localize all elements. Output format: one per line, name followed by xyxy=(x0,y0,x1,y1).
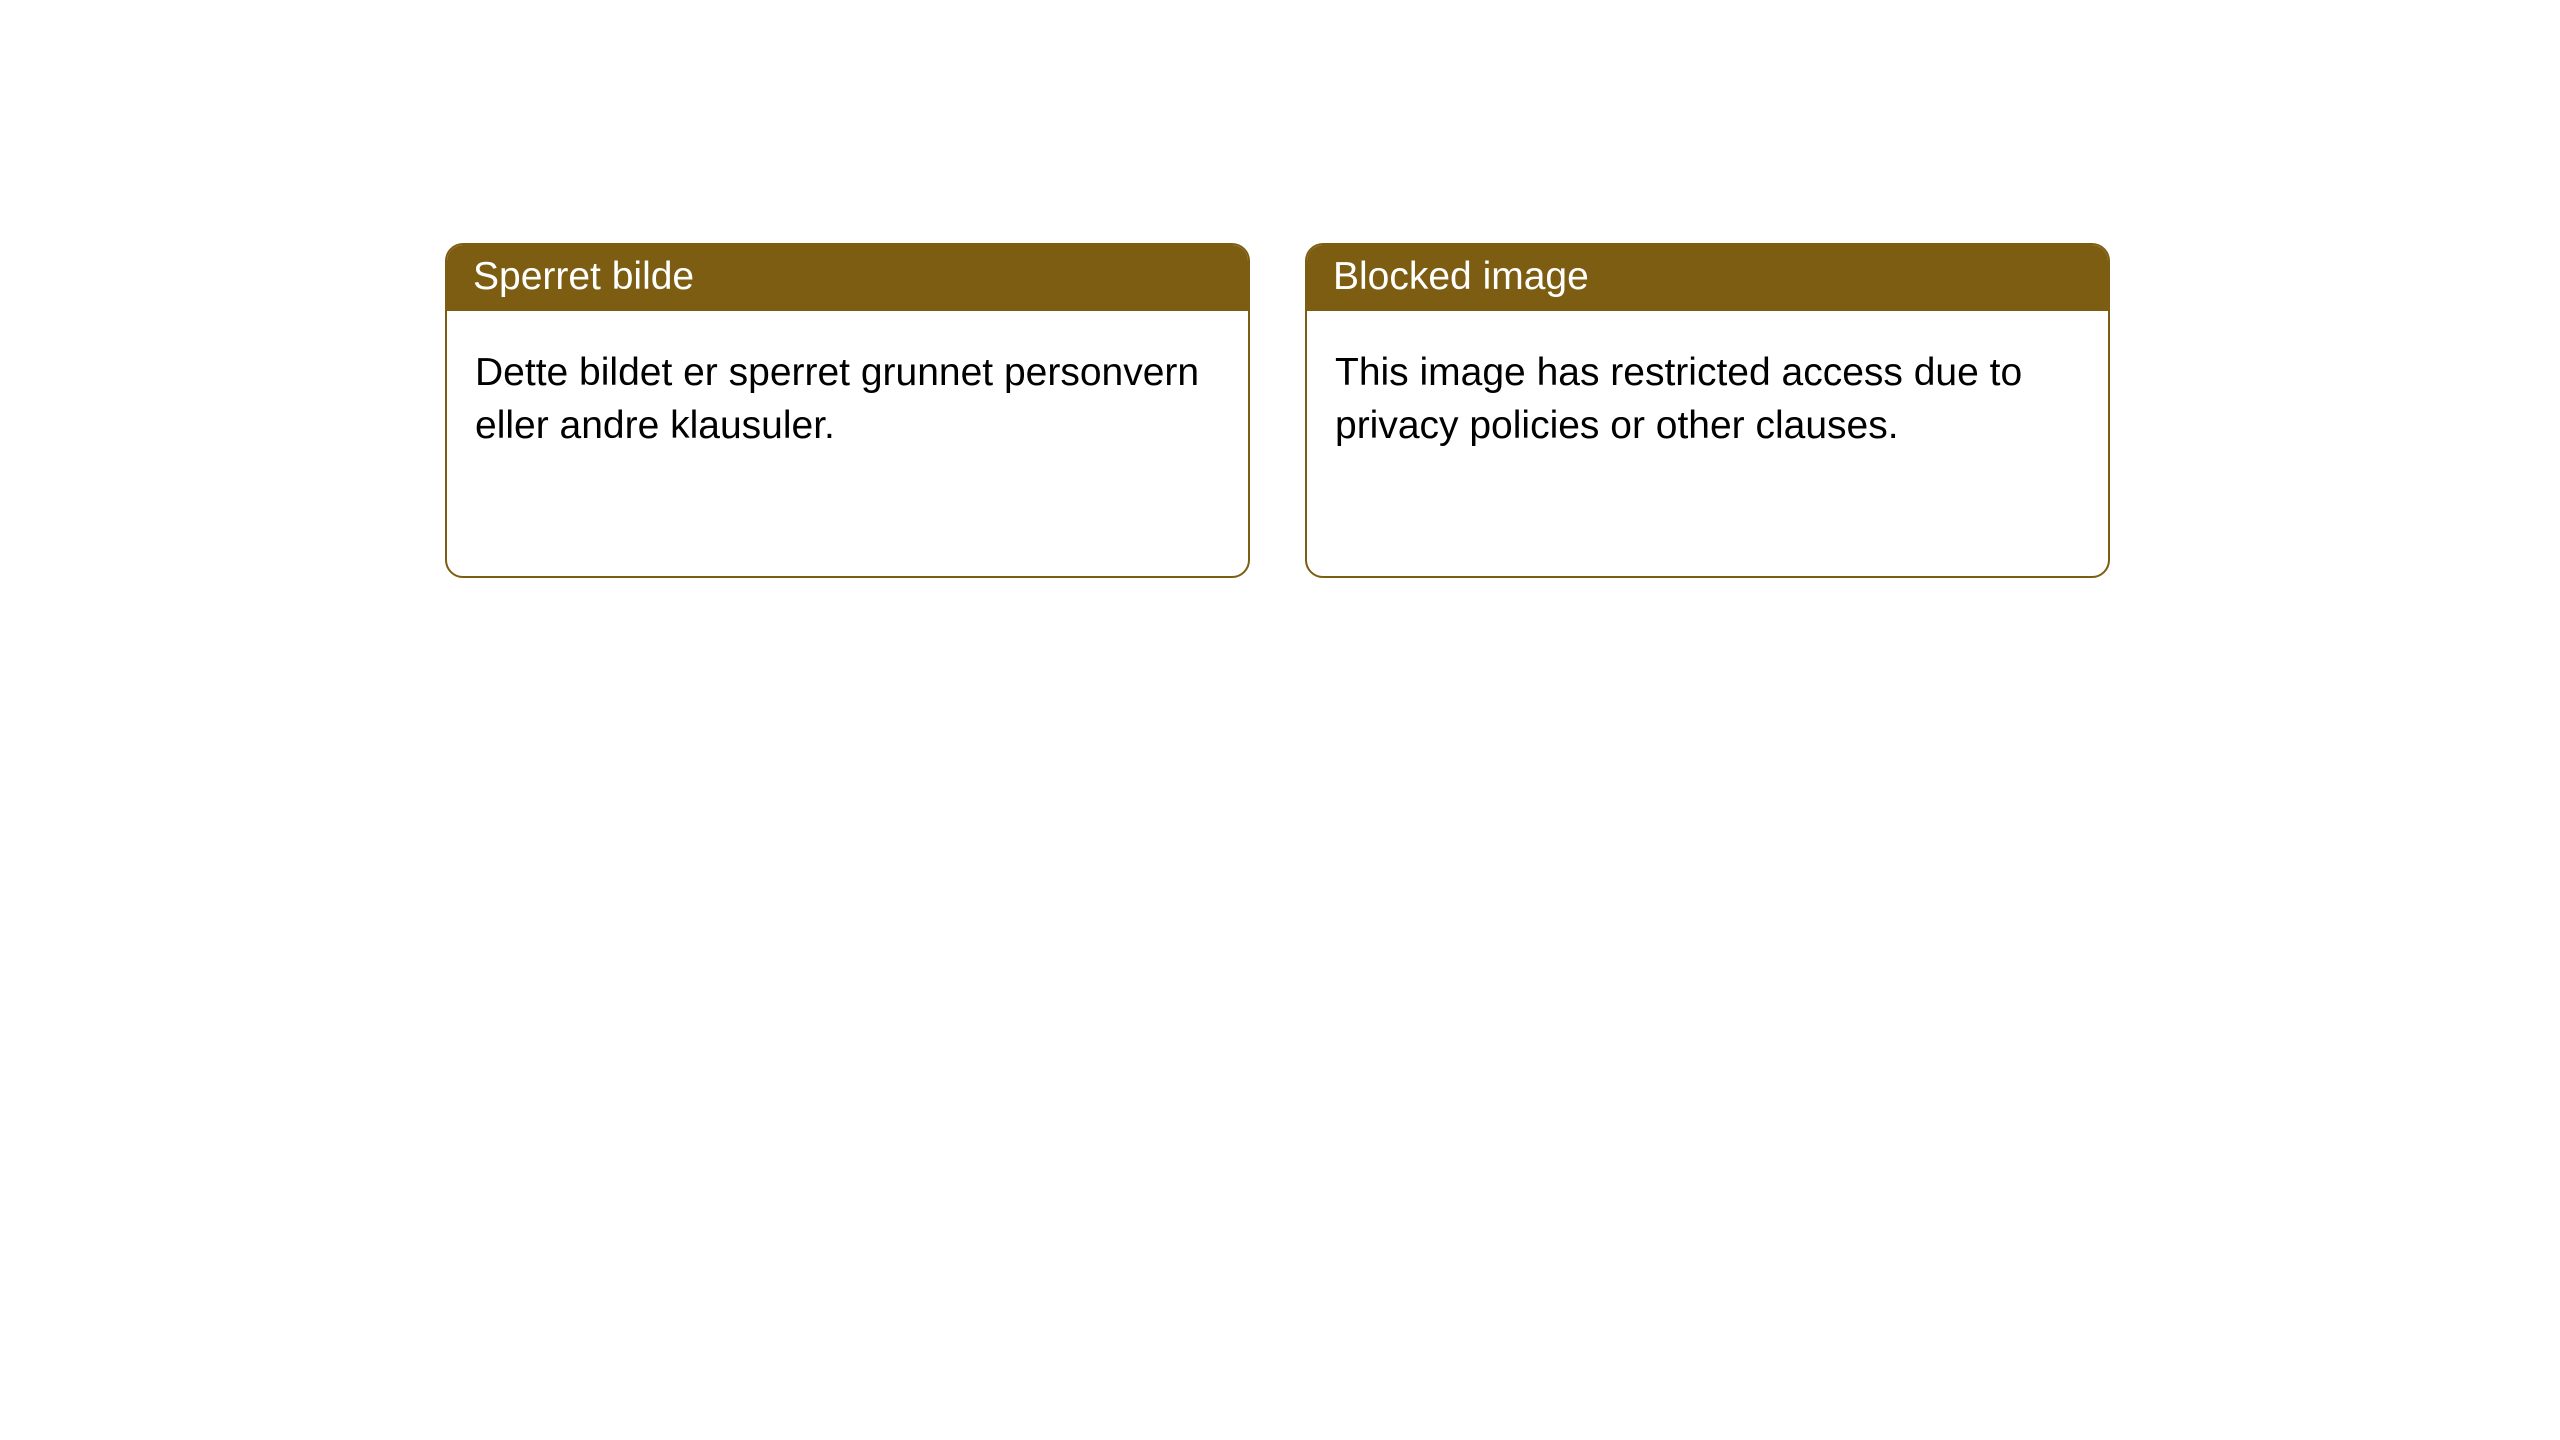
notice-container: Sperret bilde Dette bildet er sperret gr… xyxy=(0,0,2560,578)
notice-body: Dette bildet er sperret grunnet personve… xyxy=(447,311,1248,488)
notice-box-norwegian: Sperret bilde Dette bildet er sperret gr… xyxy=(445,243,1250,578)
notice-box-english: Blocked image This image has restricted … xyxy=(1305,243,2110,578)
notice-body: This image has restricted access due to … xyxy=(1307,311,2108,488)
notice-header: Sperret bilde xyxy=(447,245,1248,311)
notice-header: Blocked image xyxy=(1307,245,2108,311)
